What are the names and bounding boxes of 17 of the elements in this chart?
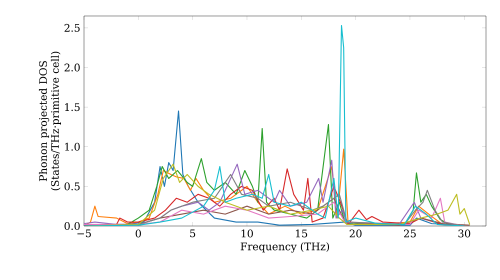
x-axis-title: Frequency (THz) [240, 242, 330, 253]
x-tick-label: 10 [242, 230, 253, 238]
x-tick-label: 20 [350, 230, 362, 238]
x-tick-label: 5 [190, 230, 196, 238]
x-tick-label: 15 [296, 230, 308, 238]
x-tick-label: 0 [136, 230, 141, 238]
line-series [84, 24, 465, 226]
y-tick-label: 2.0 [64, 64, 80, 72]
y-tick-label: 0.5 [64, 182, 80, 190]
x-tick-label: 30 [458, 230, 470, 238]
y-axis-title: Phonon projected DOS (States/THz·primitive cell) [38, 52, 61, 190]
y-tick-label: 1.5 [65, 103, 80, 112]
x-tick-label: 25 [404, 230, 416, 238]
y-tick-label: 2.5 [64, 24, 80, 32]
y-tick-label: 1.0 [65, 142, 80, 151]
y-tick-label: 0.0 [64, 222, 80, 230]
x-tick-label: −5 [77, 230, 91, 238]
